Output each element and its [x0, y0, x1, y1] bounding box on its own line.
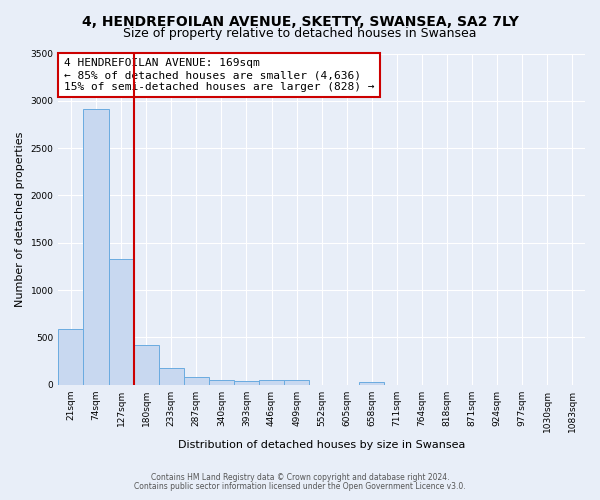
Bar [109, 259, 134, 384]
Bar [209, 380, 234, 384]
Bar [359, 382, 385, 384]
Text: Contains public sector information licensed under the Open Government Licence v3: Contains public sector information licen… [134, 482, 466, 491]
Bar [134, 345, 159, 385]
Text: Size of property relative to detached houses in Swansea: Size of property relative to detached ho… [123, 28, 477, 40]
Bar [83, 110, 109, 384]
Text: Contains HM Land Registry data © Crown copyright and database right 2024.: Contains HM Land Registry data © Crown c… [151, 474, 449, 482]
Text: 4 HENDREFOILAN AVENUE: 169sqm
← 85% of detached houses are smaller (4,636)
15% o: 4 HENDREFOILAN AVENUE: 169sqm ← 85% of d… [64, 58, 374, 92]
Bar [259, 380, 284, 384]
Bar [284, 380, 309, 384]
Bar [184, 376, 209, 384]
Bar [159, 368, 184, 384]
Y-axis label: Number of detached properties: Number of detached properties [15, 132, 25, 307]
Bar [58, 329, 83, 384]
X-axis label: Distribution of detached houses by size in Swansea: Distribution of detached houses by size … [178, 440, 466, 450]
Text: 4, HENDREFOILAN AVENUE, SKETTY, SWANSEA, SA2 7LY: 4, HENDREFOILAN AVENUE, SKETTY, SWANSEA,… [82, 15, 518, 29]
Bar [234, 382, 259, 384]
